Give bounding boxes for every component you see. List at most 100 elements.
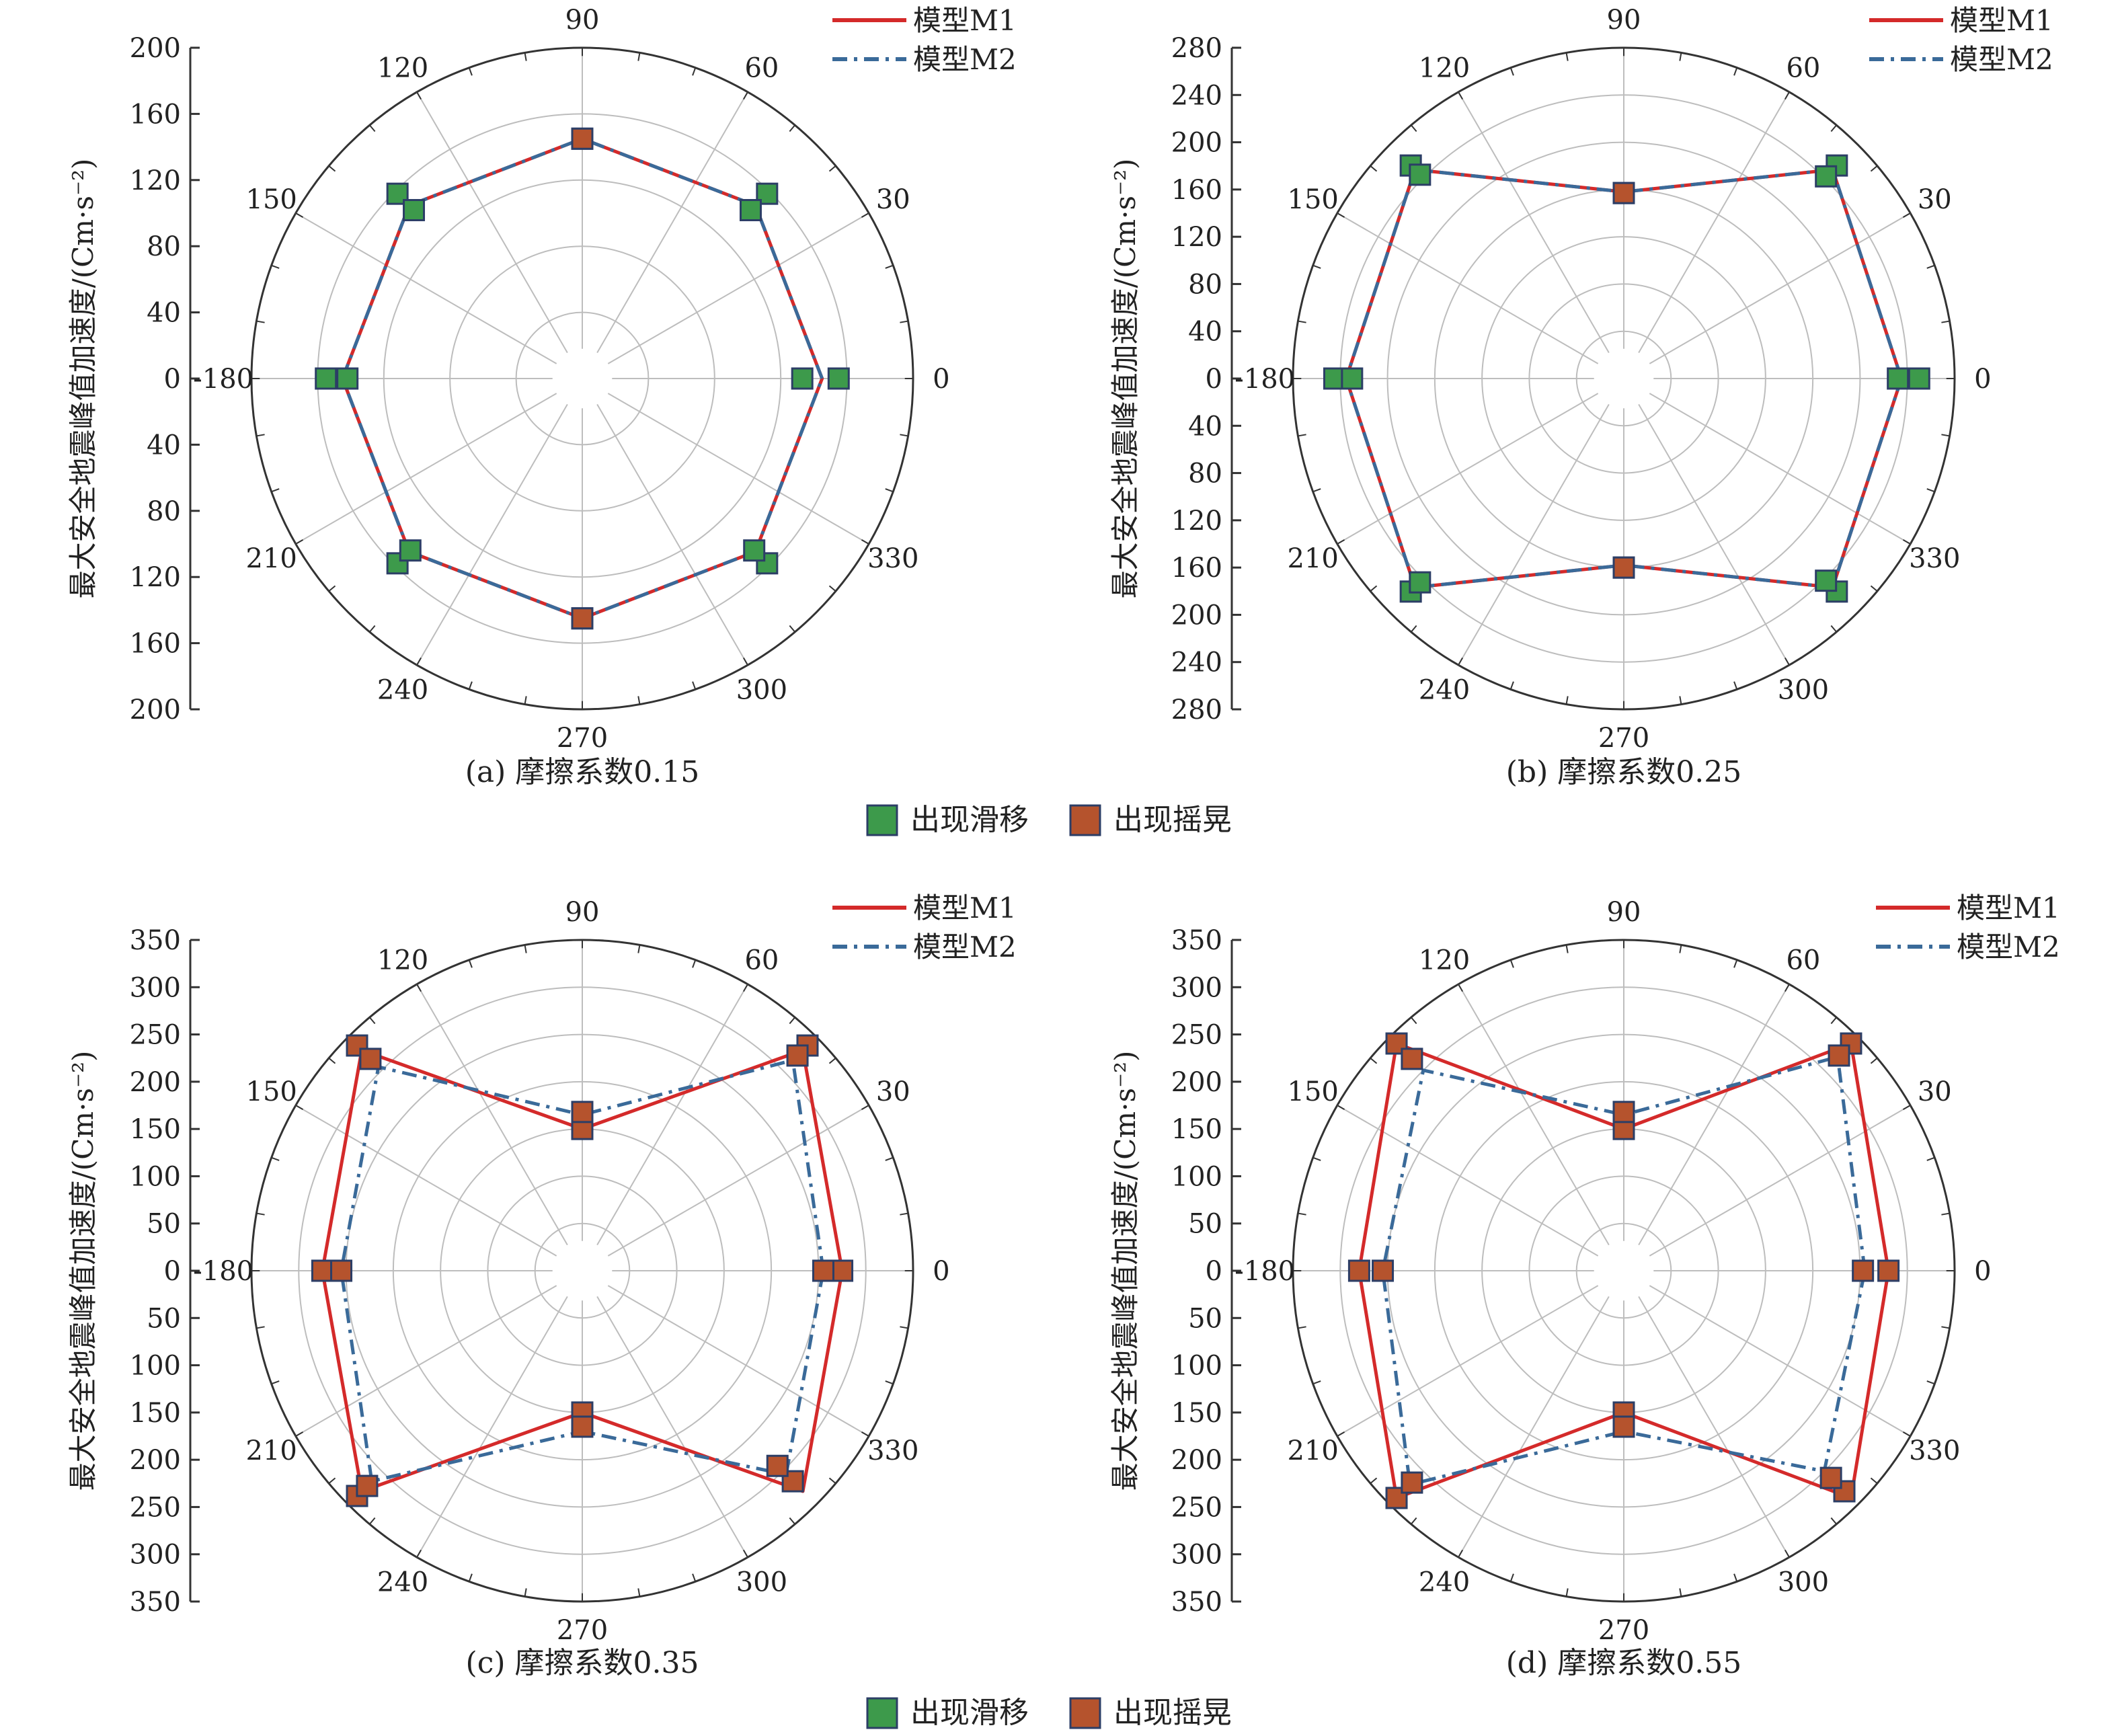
angular-tick-mark [692,67,697,76]
angular-tick-label: 90 [1607,5,1641,36]
radial-tick-label: 160 [130,629,181,660]
radial-tick-label: 160 [1171,553,1222,584]
angular-tick-mark [416,91,422,100]
angular-tick-mark [256,1326,265,1329]
radial-tick-label: 40 [147,298,181,329]
legend-label: 模型M2 [1950,43,2053,76]
legend-label: 模型M1 [913,4,1017,37]
angular-tick-mark [742,1549,748,1558]
radial-tick-label: 0 [164,1256,181,1287]
angular-tick-label: 300 [736,1567,787,1597]
angular-tick-mark [1509,67,1514,76]
angular-tick-mark [637,1588,641,1597]
radial-tick-label: 150 [130,1114,181,1145]
rock-marker [571,1415,594,1438]
rock-marker [831,1259,854,1282]
angular-tick-mark [1926,1156,1935,1161]
marker-legend-label: 出现滑移 [910,803,1029,837]
slide-marker [403,199,426,222]
angular-tick-mark [1565,696,1569,705]
grid-spoke [1337,1105,1599,1257]
angular-tick-mark [1298,1326,1306,1329]
angular-tick-label: 150 [246,1076,297,1107]
angular-tick-mark [271,1156,280,1161]
rock-marker [786,1044,809,1067]
angular-tick-mark [637,945,641,953]
radial-tick-label: 80 [1188,269,1222,300]
radial-tick-label: 100 [130,1351,181,1382]
angular-tick-mark [295,1105,304,1111]
panel-caption: (a) 摩擦系数0.15 [465,755,700,789]
rock-marker [1372,1259,1395,1282]
angular-tick-label: 300 [736,674,787,705]
angular-tick-mark [1337,1105,1345,1111]
radial-tick-label: 250 [130,1020,181,1051]
angular-tick-mark [1509,1573,1514,1582]
angular-tick-mark [1679,52,1682,61]
radial-tick-label: 250 [1171,1492,1222,1523]
y-axis-label: 最大安全地震峰值加速度/(Cm·s⁻²) [1109,1051,1142,1491]
angular-tick-mark [1337,539,1345,545]
angular-tick-mark [1941,434,1950,437]
angular-tick-label: -180 [193,1256,253,1287]
grid-spoke [1337,212,1599,364]
angular-tick-mark [1784,657,1790,666]
angular-tick-mark [1565,1588,1569,1597]
marker-legend-label: 出现摇晃 [1113,803,1232,837]
angular-tick-mark [1870,1057,1878,1064]
angular-tick-mark [1565,52,1569,61]
angular-tick-mark [295,1431,304,1437]
radial-tick-label: 80 [1188,459,1222,489]
radial-tick-label: 350 [130,925,181,956]
slide-legend-swatch [866,804,898,836]
angular-tick-mark [1902,1105,1911,1111]
radial-tick-label: 80 [147,496,181,527]
angular-tick-mark [789,1017,796,1025]
angular-tick-mark [1509,681,1514,690]
radial-tick-label: 280 [1171,33,1222,64]
panel-caption: (c) 摩擦系数0.35 [466,1646,699,1680]
angular-tick-label: -180 [1234,1256,1295,1287]
angular-tick-mark [328,585,336,592]
legend-label: 模型M2 [913,931,1017,963]
radial-tick-label: 200 [1171,600,1222,631]
angular-tick-mark [1679,945,1682,953]
marker-legend-label: 出现摇晃 [1113,1696,1232,1730]
radial-tick-label: 350 [1171,925,1222,956]
angular-tick-mark [1733,1573,1738,1582]
polar-panel-2: 0 30 60 90 120 150 -180 210 240 270 300 330 280 240 20… [1109,4,2053,789]
angular-tick-mark [1312,1156,1321,1161]
y-axis-label: 最大安全地震峰值加速度/(Cm·s⁻²) [67,159,100,599]
radial-tick-label: 0 [164,364,181,395]
radial-tick-label: 350 [1171,1587,1222,1618]
slide-marker [791,367,814,390]
angular-tick-mark [828,1057,836,1064]
rock-marker [359,1048,382,1070]
angular-tick-mark [468,1573,473,1582]
angular-tick-mark [416,657,422,666]
radial-tick-label: 50 [1188,1209,1222,1240]
grid-spoke [607,212,869,364]
angular-tick-mark [900,434,908,437]
angular-tick-mark [524,696,527,705]
rock-marker [1819,1466,1842,1489]
legend-label: 模型M1 [1950,4,2053,37]
grid-spoke [416,91,568,354]
angular-tick-mark [1679,696,1682,705]
radial-tick-label: 300 [130,1540,181,1571]
angular-tick-label: 30 [1918,1076,1952,1107]
angular-tick-label: 150 [1288,184,1339,215]
legend-label: 模型M2 [913,43,1017,76]
radial-tick-label: 240 [1171,647,1222,678]
radial-tick-label: 120 [130,165,181,196]
angular-tick-mark [1298,320,1306,323]
angular-tick-mark [368,1017,376,1025]
angular-tick-mark [368,1517,376,1525]
slide-marker [827,367,850,390]
angular-tick-mark [328,1057,336,1064]
radial-tick-label: 200 [130,695,181,725]
grid-spoke [1458,984,1610,1246]
angular-tick-mark [1458,984,1464,992]
angular-tick-mark [256,1212,265,1216]
radial-tick-label: 120 [1171,506,1222,537]
